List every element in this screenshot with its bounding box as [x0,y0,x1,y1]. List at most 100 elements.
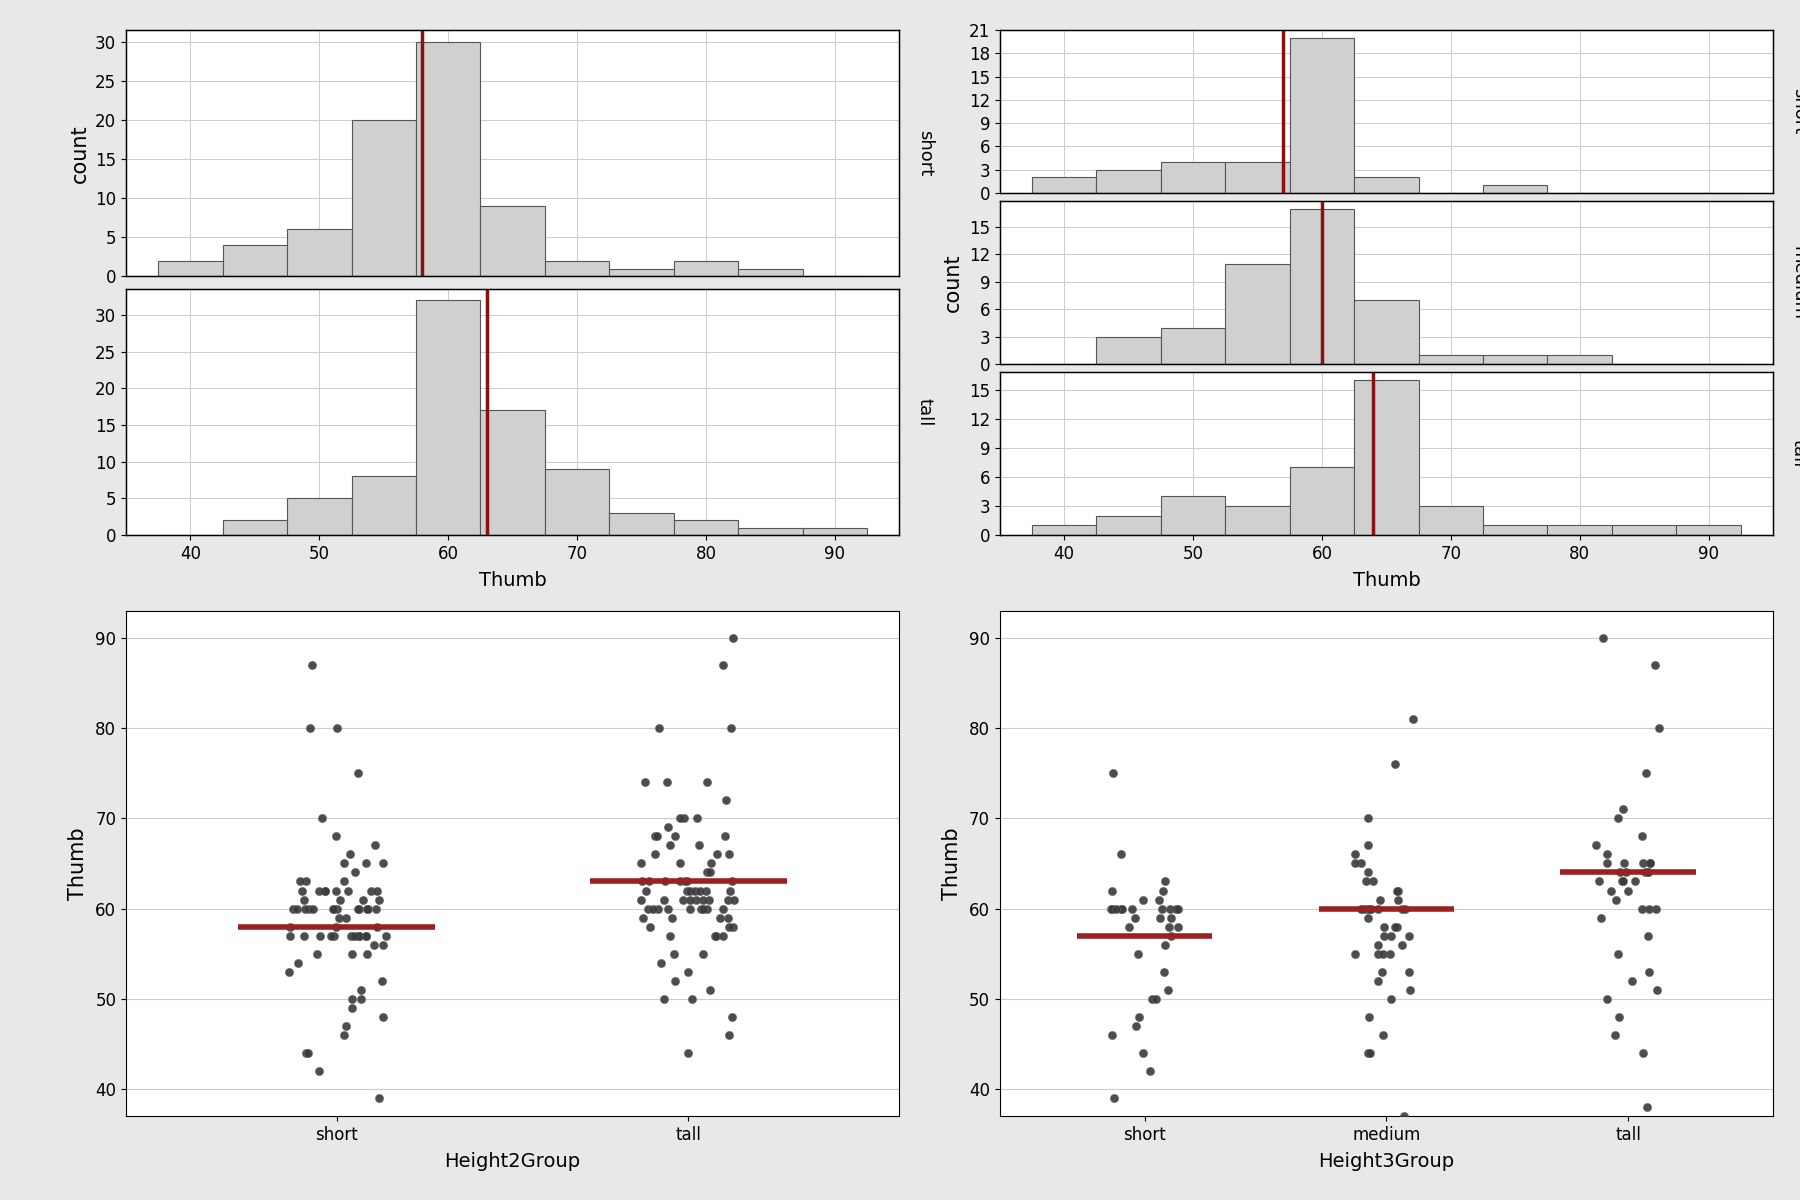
Point [1364,935,1393,954]
Point [1395,926,1424,946]
Point [1593,854,1622,874]
Point [1375,944,1404,964]
Point [680,881,709,900]
Point [718,1007,747,1026]
Point [365,1088,394,1108]
Point [715,845,743,864]
Bar [1096,337,1161,364]
Point [716,719,745,738]
Point [713,908,742,928]
Point [1136,1061,1165,1080]
Point [1609,872,1638,892]
Point [1354,1043,1382,1062]
Point [675,881,704,900]
Point [362,917,391,936]
Bar [1031,526,1096,535]
Point [283,899,311,918]
Bar [351,476,416,535]
Point [1364,971,1393,990]
Point [1370,917,1399,936]
Point [1355,899,1384,918]
Y-axis label: short: short [1789,89,1800,134]
Point [310,881,338,900]
Point [1148,962,1177,982]
Point [353,944,382,964]
Point [1611,863,1640,882]
Point [1102,899,1130,918]
Point [1395,980,1424,1000]
Bar [351,120,416,276]
Point [1121,908,1150,928]
Point [689,944,718,964]
Point [1384,881,1413,900]
Point [353,854,382,874]
Point [695,863,724,882]
Point [355,899,383,918]
Point [661,827,689,846]
Point [1377,989,1406,1008]
Point [688,899,716,918]
Point [689,890,718,910]
Point [700,926,729,946]
Point [1154,917,1183,936]
Point [643,827,671,846]
Bar [803,528,868,535]
Point [1597,881,1625,900]
Point [1165,899,1193,918]
Point [353,899,382,918]
Y-axis label: medium: medium [1789,246,1800,319]
Point [1604,944,1633,964]
Point [1148,881,1177,900]
Point [1354,863,1382,882]
Point [317,926,346,946]
Point [275,917,304,936]
Point [1346,899,1375,918]
Point [639,899,668,918]
Point [1584,872,1613,892]
Point [673,962,702,982]
Point [1341,854,1370,874]
Point [695,980,724,1000]
Bar [1676,526,1741,535]
Point [329,854,358,874]
Point [1355,899,1384,918]
Point [1600,1025,1629,1044]
Bar [1226,264,1291,364]
Point [1098,881,1127,900]
Bar [1226,162,1291,193]
Point [1368,944,1397,964]
Point [718,629,747,648]
Point [1357,899,1386,918]
Point [353,926,382,946]
Point [715,1025,743,1044]
Point [1580,836,1609,856]
Point [686,881,715,900]
Point [1634,863,1663,882]
Point [338,944,367,964]
Point [1593,989,1622,1008]
Point [1627,827,1656,846]
Point [1634,863,1663,882]
Point [322,827,351,846]
Bar [1418,355,1483,364]
Point [326,890,355,910]
Point [1609,854,1638,874]
Point [362,899,391,918]
Y-axis label: tall: tall [916,397,934,426]
Point [369,854,398,874]
Point [632,773,661,792]
Bar [1354,380,1418,535]
Point [1148,899,1177,918]
Bar [738,528,803,535]
Point [326,908,355,928]
Point [369,935,398,954]
Point [1636,854,1665,874]
Point [1588,908,1616,928]
Point [346,926,374,946]
Bar [223,521,286,535]
Point [369,1007,398,1026]
Point [1129,890,1157,910]
Y-axis label: tall: tall [1789,439,1800,468]
Point [1613,881,1642,900]
Bar [738,269,803,276]
